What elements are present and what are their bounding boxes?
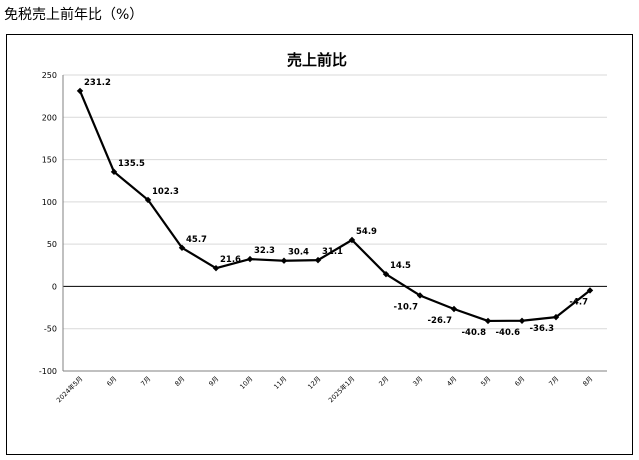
data-label: -10.7: [394, 302, 419, 312]
data-point: [416, 292, 424, 299]
data-label: -4.7: [569, 297, 588, 307]
x-tick-label: 3月: [411, 375, 424, 388]
data-label: 21.6: [220, 255, 241, 265]
x-tick-label: 9月: [207, 375, 220, 388]
series-line-path: [78, 90, 591, 323]
x-tick-label: 2024年5月: [54, 374, 84, 404]
data-label: 231.2: [84, 78, 111, 88]
x-axis: 2024年5月 6月 7月 8月 9月 10月 11月 12月 2025年1月 2月 3月 4月 5月 6…: [54, 370, 607, 404]
data-point: [76, 87, 84, 95]
data-point: [280, 257, 288, 264]
x-tick-label: 6月: [105, 375, 118, 388]
data-point: [348, 236, 356, 244]
data-point: [484, 317, 492, 325]
x-tick-label: 2025年1月: [326, 374, 356, 404]
data-label: -26.7: [428, 316, 453, 326]
chart-title: 売上前比: [287, 51, 347, 69]
data-label: -40.6: [496, 328, 521, 338]
y-tick-label: 100: [42, 198, 57, 207]
data-point: [246, 255, 254, 263]
gridlines: [63, 74, 607, 372]
data-label: 54.9: [356, 227, 377, 237]
data-point: [552, 313, 560, 321]
data-label: 32.3: [254, 246, 275, 256]
data-point: [586, 287, 594, 294]
y-tick-label: -50: [44, 325, 57, 334]
data-label: 45.7: [186, 235, 207, 245]
x-tick-label: 11月: [272, 375, 288, 391]
data-point: [450, 305, 458, 313]
chart-frame: 売上前比 -100 -50 0 50 100 150 200 250 2024年5月 6月 7月 8…: [6, 34, 633, 455]
data-point: [110, 168, 118, 176]
data-label: 30.4: [288, 248, 309, 258]
data-point: [178, 244, 186, 251]
data-point: [382, 270, 390, 278]
data-point: [212, 264, 220, 272]
data-labels: 231.2 135.5 102.3 45.7 21.6 32.3 30.4 31.1 54.9 1…: [84, 78, 588, 338]
x-tick-label: 12月: [306, 375, 322, 391]
y-tick-label: 50: [47, 240, 57, 249]
data-label: 102.3: [152, 187, 179, 197]
series-line: [76, 87, 594, 325]
data-label: 31.1: [322, 247, 343, 257]
data-point: [518, 317, 526, 324]
page-heading: 免税売上前年比（%）: [4, 7, 144, 23]
data-label: -36.3: [530, 324, 555, 334]
y-tick-label: 150: [42, 156, 57, 165]
x-tick-label: 7月: [139, 375, 152, 388]
x-tick-label: 10月: [238, 375, 254, 391]
x-tick-label: 8月: [173, 375, 186, 388]
x-tick-label: 7月: [547, 375, 560, 388]
data-label: 135.5: [118, 159, 145, 169]
y-axis: -100 -50 0 50 100 150 200 250: [39, 71, 64, 376]
x-tick-label: 5月: [479, 375, 492, 388]
data-label: 14.5: [390, 261, 411, 271]
y-tick-label: 200: [42, 113, 57, 122]
data-label: -40.8: [462, 328, 487, 338]
y-tick-label: -100: [39, 367, 57, 376]
y-tick-label: 0: [52, 282, 57, 291]
x-tick-label: 4月: [445, 375, 458, 388]
y-tick-label: 250: [42, 71, 57, 80]
x-tick-label: 6月: [513, 375, 526, 388]
x-tick-label: 8月: [581, 375, 594, 388]
line-chart: 売上前比 -100 -50 0 50 100 150 200 250 2024年5月 6月 7月 8…: [39, 51, 607, 404]
x-tick-label: 2月: [377, 375, 390, 388]
data-point: [144, 196, 152, 204]
